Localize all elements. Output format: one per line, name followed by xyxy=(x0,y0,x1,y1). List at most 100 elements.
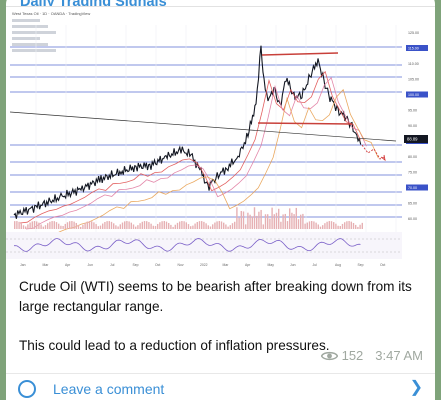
price-label-box xyxy=(406,169,428,175)
price-label: 90.00 xyxy=(408,124,417,128)
volume-bar xyxy=(130,222,132,229)
price-label-box xyxy=(406,122,428,129)
volume-bar xyxy=(247,212,249,229)
volume-bar xyxy=(170,224,172,229)
ma-orange-line xyxy=(37,88,379,242)
comment-circle-icon xyxy=(18,380,36,398)
volume-bar xyxy=(198,221,201,229)
volume-bar xyxy=(40,224,42,229)
volume-bar xyxy=(29,222,31,229)
volume-bar xyxy=(16,221,18,229)
legend-row xyxy=(12,31,56,34)
support-range-line xyxy=(257,122,353,125)
channel-title[interactable]: Daily Trading Signals xyxy=(20,0,167,10)
volume-bar xyxy=(119,224,121,229)
volume-bar xyxy=(324,223,326,229)
volume-bar xyxy=(238,217,240,229)
price-label: 60.00 xyxy=(408,217,417,221)
volume-bar xyxy=(62,226,64,229)
volume-bar xyxy=(58,223,60,229)
volume-bar xyxy=(128,221,130,229)
resistance-line xyxy=(261,52,339,56)
volume-bar xyxy=(335,223,337,229)
volume-bar xyxy=(154,226,157,229)
price-label-box xyxy=(406,91,428,98)
eye-icon xyxy=(320,351,338,360)
price-label: 70.00 xyxy=(408,186,417,190)
price-label-box xyxy=(406,215,428,222)
volume-bar xyxy=(346,221,348,229)
volume-bar xyxy=(66,222,69,229)
ma-pink-line xyxy=(25,76,367,230)
volume-bar xyxy=(280,221,282,229)
legend-row xyxy=(12,37,40,40)
volume-bar xyxy=(77,224,80,229)
volume-bar xyxy=(146,221,148,229)
volume-bar xyxy=(84,222,86,229)
volume-bar xyxy=(258,211,260,229)
volume-bar xyxy=(326,221,328,229)
volume-bar xyxy=(126,221,128,229)
volume-bar xyxy=(286,221,289,229)
volume-bar xyxy=(159,222,161,229)
volume-bar xyxy=(352,222,355,229)
volume-bar xyxy=(38,222,40,229)
volume-bar xyxy=(220,221,223,229)
post-caption: Crude Oil (WTI) seems to be bearish afte… xyxy=(19,277,424,355)
volume-bar xyxy=(163,221,165,229)
volume-bar xyxy=(88,221,91,229)
time-label: Mar xyxy=(223,263,230,267)
chart-image[interactable]: West Texas Oil · 1D · OANDA · TradingVie… xyxy=(6,6,435,271)
price-label-box xyxy=(406,76,428,82)
volume-bar xyxy=(302,213,304,229)
volume-bar xyxy=(139,223,141,229)
volume-bar xyxy=(214,222,216,229)
rsi-panel xyxy=(6,232,402,259)
volume-bar xyxy=(194,223,196,229)
volume-bar xyxy=(185,222,187,229)
volume-bar xyxy=(361,222,363,229)
price-label: 110.00 xyxy=(408,62,419,66)
volume-bar xyxy=(132,224,135,229)
post-meta: 152 3:47 AM xyxy=(320,348,423,363)
volume-bar xyxy=(201,221,203,229)
time-label: Sep xyxy=(133,263,139,267)
volume-bar xyxy=(143,221,146,229)
time-label: Apr xyxy=(65,263,71,267)
volume-bar xyxy=(172,226,174,229)
legend-row xyxy=(12,19,40,22)
time-label: Oct xyxy=(380,263,385,267)
volume-bar xyxy=(196,221,198,229)
price-label-box xyxy=(406,200,428,206)
price-label-box xyxy=(406,107,428,113)
caption-line-2: This could lead to a reduction of inflat… xyxy=(19,337,330,353)
volume-bar xyxy=(231,223,234,229)
volume-bar xyxy=(106,221,108,229)
volume-bar xyxy=(264,214,267,229)
time-label: Jul xyxy=(313,263,318,267)
volume-bar xyxy=(168,222,170,229)
price-label-box xyxy=(406,184,428,191)
volume-bar xyxy=(341,223,344,229)
legend-row xyxy=(12,25,48,28)
trend-line xyxy=(9,111,397,142)
volume-bar xyxy=(273,214,275,229)
volume-bar xyxy=(229,225,231,229)
volume-bar xyxy=(359,224,361,229)
volume-bar xyxy=(304,223,306,229)
volume-bar xyxy=(300,214,302,229)
volume-bar xyxy=(33,221,36,229)
volume-bar xyxy=(110,221,113,229)
volume-bar xyxy=(251,216,253,229)
volume-bar xyxy=(203,221,205,229)
volume-bar xyxy=(73,221,75,229)
volume-bar xyxy=(253,207,256,229)
leave-comment-button[interactable]: Leave a comment ❯ xyxy=(6,374,435,400)
volume-bar xyxy=(295,207,297,229)
volume-bar xyxy=(93,222,95,229)
projection-arrow xyxy=(380,154,386,162)
volume-bar xyxy=(282,214,284,229)
volume-bar xyxy=(333,222,335,229)
volume-bar xyxy=(330,221,333,229)
volume-bar xyxy=(104,221,106,229)
